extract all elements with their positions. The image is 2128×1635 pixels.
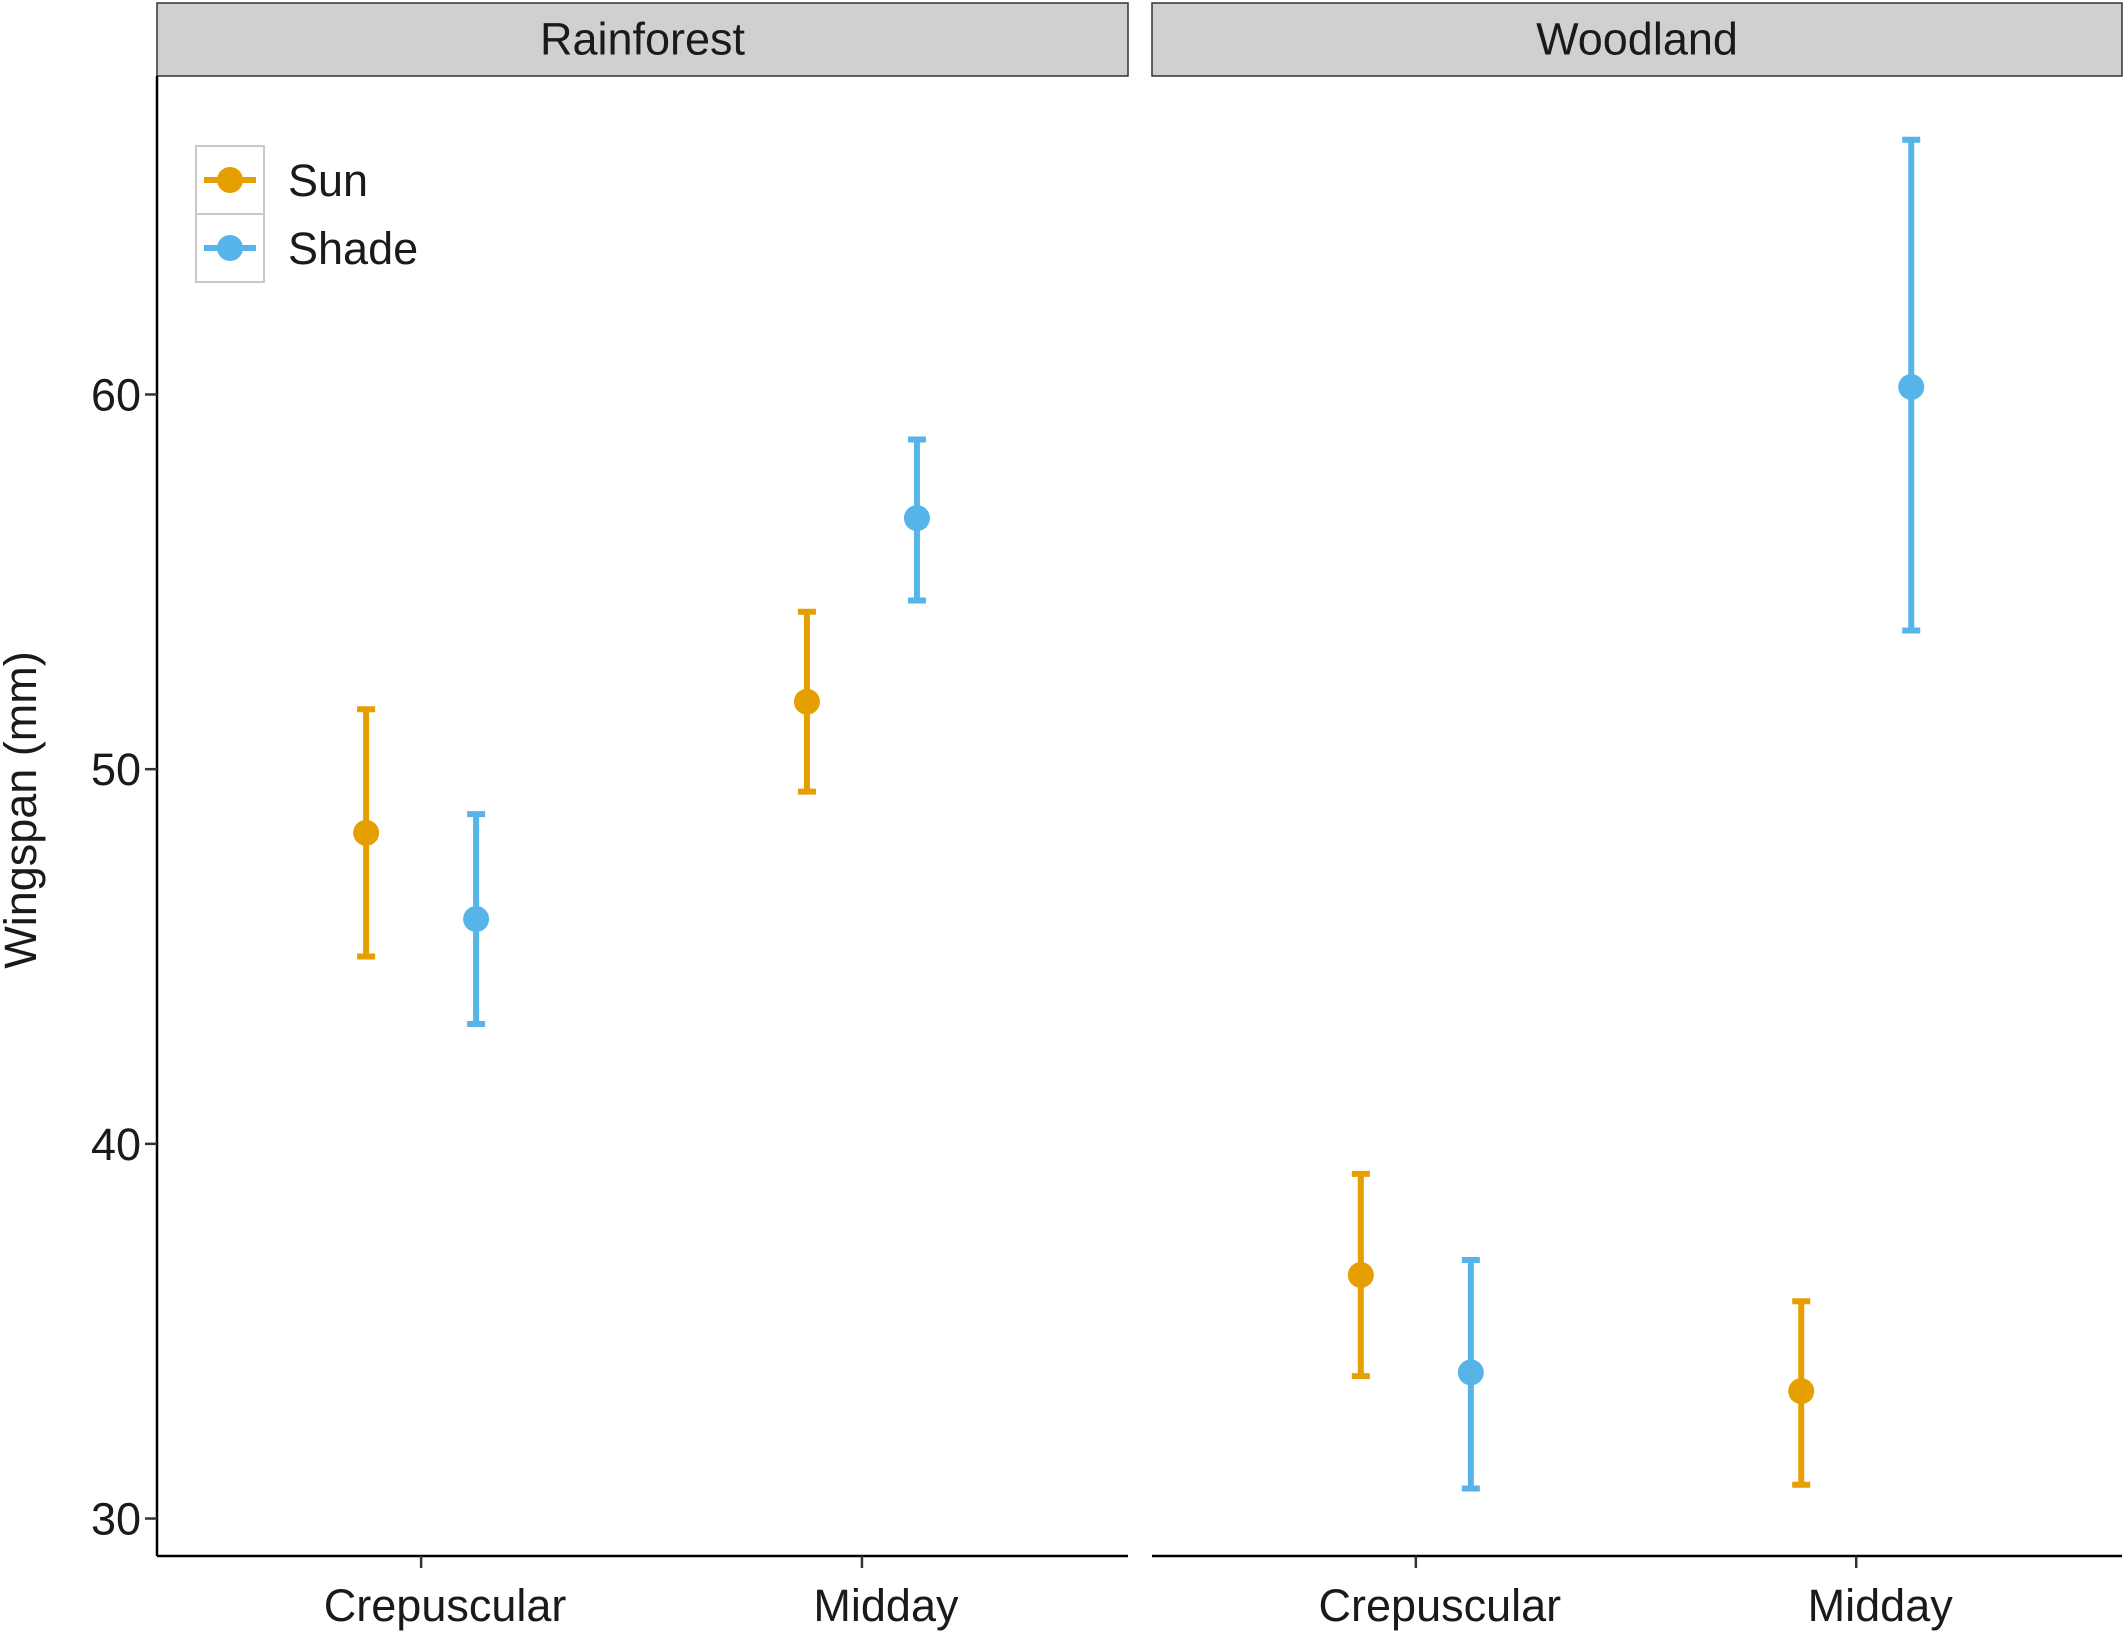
y-tick-label: 30 xyxy=(91,1494,141,1545)
legend-entry-sun: Sun xyxy=(195,145,368,215)
y-axis: 30 40 50 60 xyxy=(91,369,157,1545)
errorbar-point-sun xyxy=(793,608,820,795)
x-tick-label: Midday xyxy=(1808,1580,1954,1631)
y-tick-label: 60 xyxy=(91,369,141,420)
legend-label: Shade xyxy=(288,223,418,274)
data-point xyxy=(1788,1378,1815,1405)
errorbar-point-sun xyxy=(353,706,380,960)
data-point xyxy=(903,505,930,532)
y-tick-label: 50 xyxy=(91,744,141,795)
data-point xyxy=(1898,373,1925,400)
errorbar-point-sun xyxy=(1347,1170,1374,1380)
y-axis-title: Wingspan (mm) xyxy=(0,651,46,969)
x-tick-label: Midday xyxy=(813,1580,959,1631)
x-tick-label: Crepuscular xyxy=(324,1580,567,1631)
data-point xyxy=(463,906,490,933)
errorbar-point-shade xyxy=(903,436,930,604)
panel-rainforest: Rainforest Crepuscular Midday xyxy=(155,2,1129,1631)
panel-woodland: Woodland Crepuscular Midday xyxy=(1151,2,2123,1631)
facet-strip-label: Rainforest xyxy=(540,14,746,65)
legend-key-point xyxy=(217,167,243,193)
x-tick-label: Crepuscular xyxy=(1319,1580,1562,1631)
facet-strip xyxy=(156,2,1129,77)
legend-label: Sun xyxy=(288,155,368,206)
legend-key-point xyxy=(217,235,243,261)
facet-strip xyxy=(1151,2,2123,77)
data-point xyxy=(793,688,820,715)
data-point xyxy=(1347,1261,1374,1288)
panels-layer: Rainforest Crepuscular Midday Woodland Crepu… xyxy=(155,2,2123,1631)
data-point xyxy=(353,819,380,846)
facet-strip-label: Woodland xyxy=(1536,14,1738,65)
errorbar-point-shade xyxy=(1457,1257,1484,1492)
errorbar-point-shade xyxy=(1898,136,1925,634)
errorbar-point-sun xyxy=(1788,1298,1815,1488)
errorbar-point-shade xyxy=(463,811,490,1027)
legend-entry-shade: Shade xyxy=(195,213,418,283)
legend: Sun Shade xyxy=(195,145,418,283)
y-tick-label: 40 xyxy=(91,1119,141,1170)
data-point xyxy=(1457,1359,1484,1386)
